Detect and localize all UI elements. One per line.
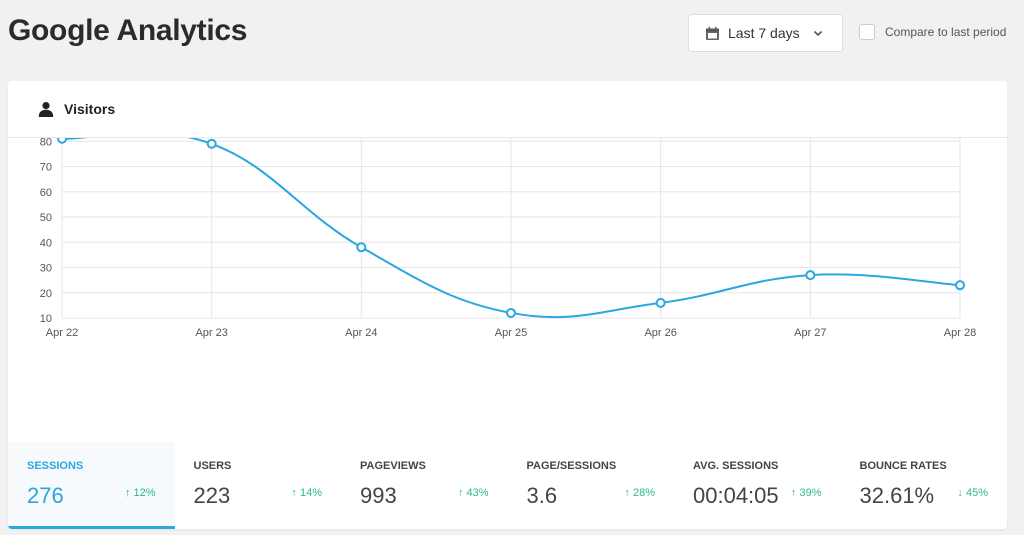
metric-value: 223 [193,483,231,508]
arrow-down-icon: ↓ [957,487,966,499]
arrow-up-icon: ↑ [124,487,134,499]
metric-value: 276 [27,483,64,508]
data-point[interactable] [506,307,516,318]
metric-avg-sessions[interactable]: AVG. SESSIONS 00:04:05 ↑ 39% [674,442,841,529]
metric-change-value: 12% [133,487,156,499]
compare-toggle[interactable]: Compare to last period [859,24,1006,40]
metric-change: ↑ 14% [291,487,322,499]
y-tick-label: 40 [40,237,52,249]
page-title: Google Analytics [8,14,248,47]
compare-label: Compare to last period [885,25,1007,39]
arrow-up-icon: ↑ [624,487,633,499]
metric-value: 32.61% [859,483,935,508]
x-tick-label: Apr 22 [46,327,78,339]
arrow-up-icon: ↑ [291,487,300,499]
date-range-label: Last 7 days [728,25,800,41]
y-tick-label: 30 [40,263,52,275]
card-title: Visitors [64,101,116,117]
metric-change: ↑ 28% [624,487,655,499]
metric-change: ↑ 43% [458,487,489,499]
metric-change: ↑ 39% [791,487,822,499]
y-tick-label: 60 [40,187,52,199]
data-point[interactable] [955,280,965,291]
chevron-down-icon [813,30,822,37]
metric-change: ↑ 12% [125,487,156,499]
data-point[interactable] [206,138,217,149]
metric-label: USERS [193,460,232,472]
metric-sessions[interactable]: SESSIONS 276 ↑ 12% [8,442,175,529]
compare-checkbox[interactable] [859,24,875,40]
user-icon [38,102,54,117]
metric-value: 00:04:05 [693,483,779,508]
x-tick-label: Apr 27 [794,327,826,339]
metric-page-sessions[interactable]: PAGE/SESSIONS 3.6 ↑ 28% [508,442,675,529]
y-tick-label: 80 [40,138,52,148]
metric-change: ↓ 45% [957,487,988,499]
y-tick-label: 50 [40,212,52,224]
metric-value: 993 [360,483,397,508]
metric-label: AVG. SESSIONS [693,460,779,472]
data-point[interactable] [805,270,816,281]
metric-users[interactable]: USERS 223 ↑ 14% [175,442,342,529]
metric-label: PAGEVIEWS [360,460,426,472]
arrow-up-icon: ↑ [457,487,467,499]
metric-pageviews[interactable]: PAGEVIEWS 993 ↑ 43% [341,442,508,529]
x-tick-label: Apr 23 [195,327,227,339]
y-tick-label: 70 [40,162,52,174]
arrow-up-icon: ↑ [790,487,800,499]
data-point[interactable] [356,242,367,253]
metric-label: SESSIONS [27,460,84,472]
metric-bounce-rates[interactable]: BOUNCE RATES 32.61% ↓ 45% [841,442,1008,529]
metric-change-value: 28% [632,487,655,499]
metric-change-value: 39% [799,487,822,499]
x-tick-label: Apr 24 [345,327,377,339]
metric-change-value: 43% [466,487,489,499]
data-point[interactable] [655,297,666,308]
y-tick-label: 20 [40,288,52,300]
calendar-icon [706,26,719,40]
data-point[interactable] [57,138,67,144]
y-tick-label: 10 [40,313,52,325]
metric-change-value: 45% [965,487,988,499]
x-tick-label: Apr 28 [944,327,976,339]
date-range-select[interactable]: Last 7 days [688,14,843,52]
x-tick-label: Apr 25 [495,327,527,339]
metric-change-value: 14% [299,487,322,499]
metric-label: BOUNCE RATES [859,460,947,472]
metric-value: 3.6 [526,483,558,508]
metric-label: PAGE/SESSIONS [526,460,617,472]
x-tick-label: Apr 26 [644,327,676,339]
metrics-bar: SESSIONS 276 ↑ 12% USERS 223 ↑ 14% PAGEVIEWS 99… [8,442,1007,529]
card-header: Visitors [8,81,1007,138]
